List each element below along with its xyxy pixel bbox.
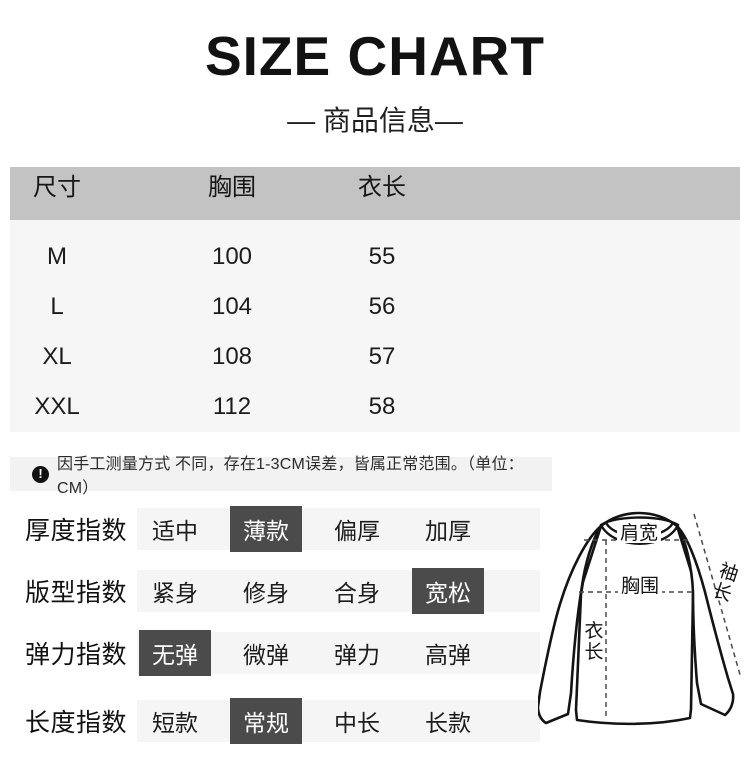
size-table-body: M 100 55 L 104 56 XL 108 57 XXL 112 58 (10, 220, 740, 432)
size-value: XXL (34, 393, 80, 420)
option-item: 加厚 (425, 518, 471, 544)
table-row: M 100 55 (10, 232, 740, 282)
index-row-label: 版型指数 (25, 579, 128, 607)
option-item-selected: 宽松 (412, 568, 484, 614)
length-label-bg (583, 621, 605, 665)
shoulder-label-bg (617, 523, 661, 543)
length-value: 55 (368, 243, 396, 270)
length-value: 57 (368, 343, 396, 370)
length-value: 58 (368, 393, 396, 420)
table-row: L 104 56 (10, 282, 740, 332)
index-row-label: 长度指数 (25, 709, 128, 737)
col-header-chest: 胸围 (208, 174, 256, 201)
chest-label-bg (618, 576, 662, 596)
option-bar: 适中 薄款 偏厚 加厚 (137, 506, 540, 552)
index-row-label: 厚度指数 (25, 517, 128, 545)
option-item: 微弹 (243, 642, 289, 668)
page-title: SIZE CHART (205, 25, 545, 87)
option-item: 中长 (334, 710, 380, 736)
exclamation-circle-icon (32, 465, 49, 483)
chest-value: 112 (212, 393, 252, 420)
option-item-selected: 无弹 (139, 630, 211, 676)
measurement-note-text: 因手工测量方式 不同，存在1-3CM误差，皆属正常范围。（单位：CM） (57, 456, 524, 497)
size-value: L (50, 293, 64, 320)
collar-outer-arc (599, 523, 680, 545)
sweater-left-sleeve (538, 524, 603, 725)
size-value: M (47, 243, 67, 270)
col-header-length: 衣长 (358, 174, 406, 201)
size-table-header-row: 尺寸 胸围 衣长 (10, 167, 740, 220)
option-item: 高弹 (425, 642, 471, 668)
index-row-elasticity: 弹力指数 无弹 微弹 弹力 高弹 (25, 630, 750, 676)
garment-length-label: 衣长 (584, 620, 603, 663)
sweater-right-sleeve (675, 524, 735, 717)
index-row-length: 长度指数 短款 常规 中长 长款 (25, 698, 750, 744)
page-subtitle: — 商品信息— (287, 105, 463, 136)
chest-label: 胸围 (621, 575, 659, 597)
col-header-size: 尺寸 (33, 174, 81, 201)
option-item: 偏厚 (334, 518, 380, 544)
table-row: XL 108 57 (10, 332, 740, 382)
option-item: 适中 (152, 518, 198, 544)
chest-value: 104 (211, 293, 253, 320)
index-row-fit: 版型指数 紧身 修身 合身 宽松 (25, 568, 750, 614)
table-row: XXL 112 58 (10, 382, 740, 432)
index-row-label: 弹力指数 (25, 641, 128, 669)
chest-value: 100 (211, 243, 253, 270)
measurement-note: 因手工测量方式 不同，存在1-3CM误差，皆属正常范围。（单位：CM） (10, 456, 552, 497)
option-bar: 短款 常规 中长 长款 (137, 698, 540, 744)
sweater-measurement-diagram: 肩宽 胸围 衣长 袖长 (538, 511, 742, 726)
option-item: 合身 (334, 580, 380, 606)
size-value: XL (42, 343, 72, 370)
option-item: 短款 (152, 710, 198, 736)
index-row-thickness: 厚度指数 适中 薄款 偏厚 加厚 (25, 506, 750, 552)
option-item: 长款 (425, 710, 471, 736)
option-item-selected: 薄款 (230, 506, 302, 552)
sleeve-dashed-line (693, 513, 742, 679)
length-value: 56 (368, 293, 396, 320)
option-item: 修身 (243, 580, 289, 606)
chest-value: 108 (211, 343, 253, 370)
size-table: 尺寸 胸围 衣长 M 100 55 L 104 56 XL 108 57 XXL (10, 167, 740, 432)
option-bar: 无弹 微弹 弹力 高弹 (137, 630, 540, 676)
option-item-selected: 常规 (230, 698, 302, 744)
sleeve-length-label: 袖长 (710, 559, 741, 606)
option-bar: 紧身 修身 合身 宽松 (137, 568, 540, 614)
shoulder-width-label: 肩宽 (620, 522, 658, 544)
option-item: 紧身 (152, 580, 198, 606)
option-item: 弹力 (334, 642, 380, 668)
